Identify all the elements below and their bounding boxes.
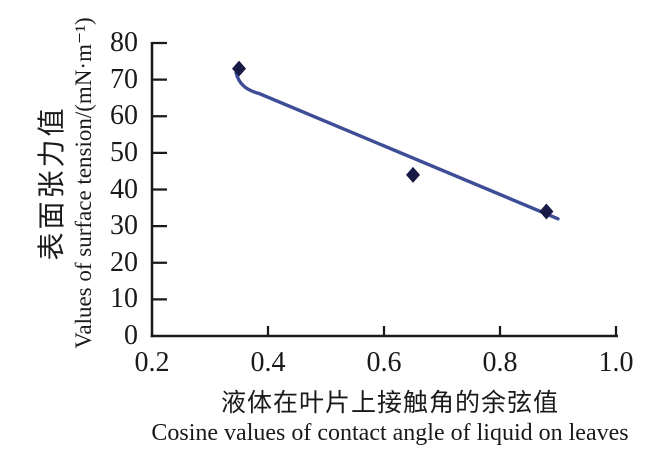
y-axis-title: 表面张力值 Values of surface tension/(mN·m⁻¹) [36,0,100,413]
y-tick-label: 20 [110,246,138,278]
data-point-diamond [406,166,420,183]
x-tick-label: 0.8 [482,347,518,378]
y-tick-label: 40 [110,173,138,205]
y-axis-title-english: Values of surface tension/(mN·m⁻¹) [71,17,96,349]
y-tick-label: 0 [124,320,138,351]
x-axis-title-chinese: 液体在叶片上接触角的余弦值 [220,390,559,417]
y-tick-label: 60 [110,100,138,132]
data-point-diamond [232,60,246,77]
y-tick-label: 30 [110,210,138,242]
data-point-diamond [539,203,554,220]
y-tick-label: 70 [110,63,138,95]
x-axis-title-english: Cosine values of contact angle of liquid… [151,420,629,446]
y-tick-label: 10 [110,283,138,315]
y-tick-label: 50 [110,136,138,168]
x-axis-title: 液体在叶片上接触角的余弦值 Cosine values of contact a… [108,389,669,448]
y-axis-title-chinese: 表面张力值 [37,105,68,261]
x-tick-label: 0.4 [250,347,286,378]
x-tick-label: 1.0 [598,347,634,378]
x-tick-label: 0.2 [134,347,170,378]
trend-line [234,71,560,221]
y-tick-label: 80 [110,27,138,58]
x-tick-label: 0.6 [366,347,402,378]
